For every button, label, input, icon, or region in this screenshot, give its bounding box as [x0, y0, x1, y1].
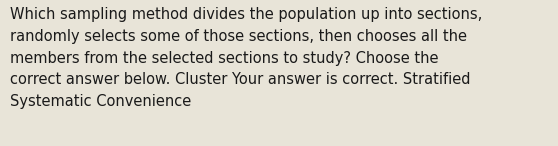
Text: Which sampling method divides the population up into​ sections,
randomly selects: Which sampling method divides the popula… [10, 7, 482, 109]
